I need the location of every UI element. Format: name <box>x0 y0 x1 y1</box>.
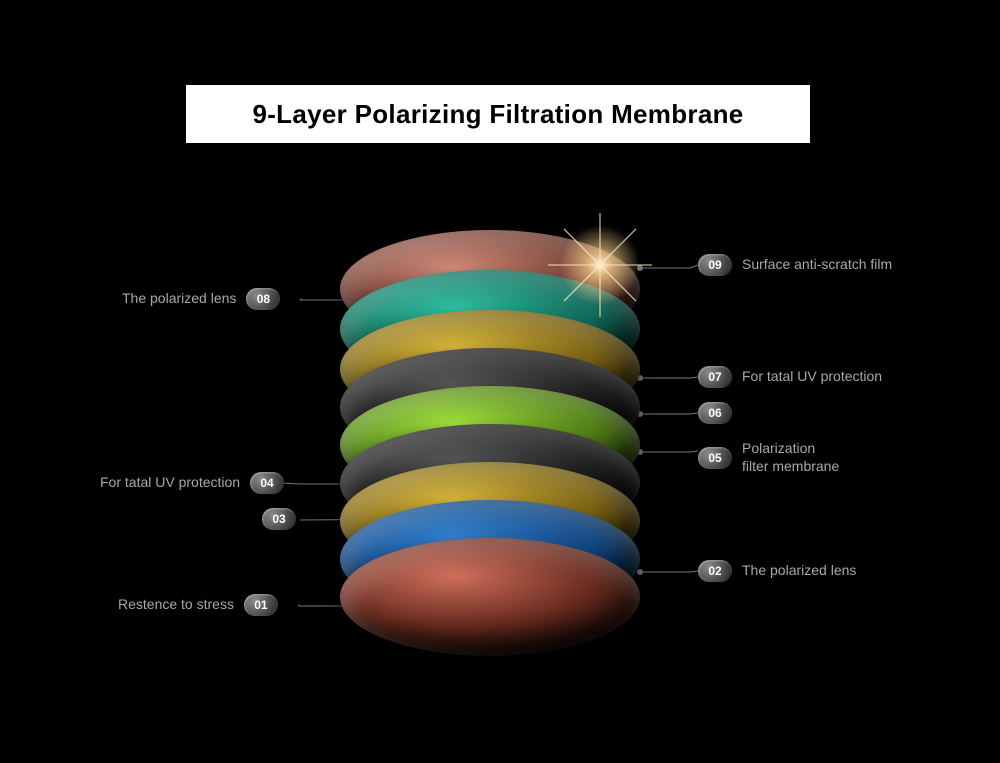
callout-label-05: Polarization filter membrane <box>742 440 839 475</box>
callout-label-08: The polarized lens <box>122 290 236 308</box>
layer-badge-09: 09 <box>698 254 732 276</box>
lens-layer-1 <box>340 538 640 656</box>
layer-badge-03: 03 <box>262 508 296 530</box>
layer-badge-04: 04 <box>250 472 284 494</box>
callout-label-04: For tatal UV protection <box>100 474 240 492</box>
callout-label-09: Surface anti-scratch film <box>742 256 892 274</box>
callout-06: 06 <box>698 402 742 424</box>
callout-label-02: The polarized lens <box>742 562 856 580</box>
callout-05: 05 Polarization filter membrane <box>698 440 839 475</box>
layer-badge-02: 02 <box>698 560 732 582</box>
callout-07: 07 For tatal UV protection <box>698 366 882 388</box>
lens-layer-stack <box>340 230 640 730</box>
callout-02: 02 The polarized lens <box>698 560 856 582</box>
callout-09: 09 Surface anti-scratch film <box>698 254 892 276</box>
layer-badge-05: 05 <box>698 447 732 469</box>
callout-label-07: For tatal UV protection <box>742 368 882 386</box>
callout-04: 04 For tatal UV protection <box>100 472 284 494</box>
callout-01: 01 Restence to stress <box>118 594 278 616</box>
callout-03: 03 <box>252 508 296 530</box>
layer-badge-07: 07 <box>698 366 732 388</box>
layer-badge-08: 08 <box>246 288 280 310</box>
layer-badge-06: 06 <box>698 402 732 424</box>
callout-label-01: Restence to stress <box>118 596 234 614</box>
callout-08: 08 The polarized lens <box>122 288 280 310</box>
layer-badge-01: 01 <box>244 594 278 616</box>
